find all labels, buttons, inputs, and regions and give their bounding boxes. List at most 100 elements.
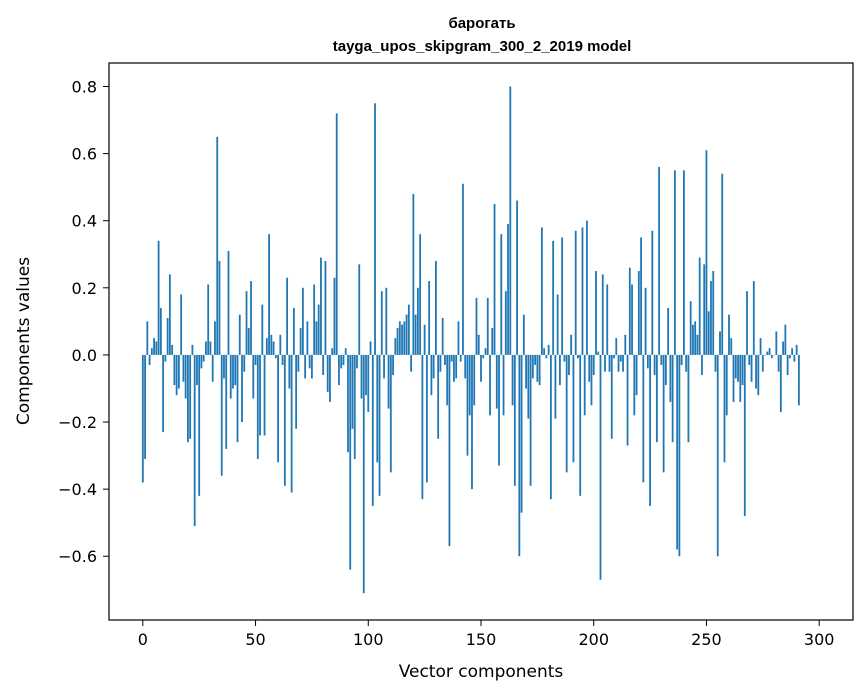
bar <box>570 334 573 355</box>
bar <box>646 354 649 369</box>
bar <box>283 354 286 486</box>
bar <box>150 348 153 355</box>
bar <box>644 287 647 355</box>
bar <box>725 354 728 416</box>
bar <box>338 354 340 386</box>
bar <box>288 354 291 389</box>
bar <box>710 281 712 355</box>
bar <box>683 170 685 355</box>
x-tick-label: 250 <box>691 630 722 649</box>
bar <box>292 307 295 355</box>
bar <box>694 321 697 355</box>
chart-subtitle: tayga_upos_skipgram_300_2_2019 model <box>333 38 632 55</box>
bar <box>182 354 185 382</box>
bar <box>655 354 658 443</box>
bar <box>362 354 365 594</box>
bar <box>252 354 255 399</box>
bar <box>716 354 719 557</box>
bar <box>448 354 451 547</box>
bar <box>590 354 593 406</box>
bar <box>500 234 503 355</box>
bar <box>353 354 356 459</box>
bar <box>748 354 751 365</box>
bar <box>202 354 205 362</box>
bar <box>615 338 618 355</box>
bar <box>477 334 480 355</box>
bar <box>660 354 663 365</box>
x-tick-label: 0 <box>138 630 148 649</box>
bar <box>741 354 744 386</box>
x-tick-label: 50 <box>245 630 265 649</box>
plot-frame <box>108 62 854 621</box>
bar <box>450 354 453 362</box>
bar <box>588 354 591 382</box>
bar <box>516 200 518 355</box>
bar <box>779 354 782 412</box>
bar <box>728 314 730 355</box>
bar <box>633 354 636 416</box>
bar <box>737 354 739 382</box>
bar <box>398 321 401 355</box>
bar <box>272 341 275 355</box>
bar <box>247 328 250 355</box>
bar <box>416 287 419 355</box>
bar <box>297 354 300 372</box>
bar <box>791 348 794 355</box>
bar <box>342 354 345 365</box>
bar <box>387 354 390 409</box>
bar <box>732 354 735 402</box>
bar <box>498 354 500 466</box>
bar <box>689 301 692 355</box>
bar <box>782 341 785 355</box>
bar <box>376 354 379 463</box>
bar <box>520 354 523 513</box>
bar <box>673 170 676 355</box>
bar <box>315 321 318 355</box>
bar <box>468 354 471 416</box>
bar <box>367 354 370 412</box>
bar <box>157 240 160 355</box>
bar <box>218 260 221 355</box>
bar <box>383 354 385 379</box>
bar <box>423 324 426 355</box>
bar <box>207 284 210 355</box>
bar <box>308 354 311 369</box>
bar <box>155 341 158 355</box>
y-tick-label: 0.6 <box>72 145 97 164</box>
bar <box>211 354 214 382</box>
bar <box>268 234 270 355</box>
bar <box>513 354 516 486</box>
bar <box>439 354 442 372</box>
bar <box>225 354 228 449</box>
bar <box>232 354 234 389</box>
bar <box>369 341 372 355</box>
bar <box>543 348 546 355</box>
bar <box>658 167 661 355</box>
bar <box>538 354 541 386</box>
bar <box>581 227 584 355</box>
chart-title: барогать <box>448 15 515 32</box>
bar <box>642 354 645 483</box>
bar <box>484 348 487 355</box>
bar <box>175 354 178 396</box>
bar <box>324 260 327 355</box>
bar <box>685 354 688 372</box>
bar <box>187 354 189 443</box>
bar <box>168 274 171 355</box>
bar <box>574 230 577 355</box>
bar <box>205 341 207 355</box>
y-tick-label: −0.2 <box>58 413 97 432</box>
bar <box>313 284 316 355</box>
bar <box>651 230 654 355</box>
bar <box>664 354 667 386</box>
bar <box>396 328 399 355</box>
bar <box>306 321 309 355</box>
bar <box>407 304 410 355</box>
bar <box>358 264 361 355</box>
bar <box>299 328 302 355</box>
bar <box>705 150 708 355</box>
bar <box>653 354 656 376</box>
bar <box>421 354 424 500</box>
bar <box>678 354 681 557</box>
bar <box>770 354 773 359</box>
